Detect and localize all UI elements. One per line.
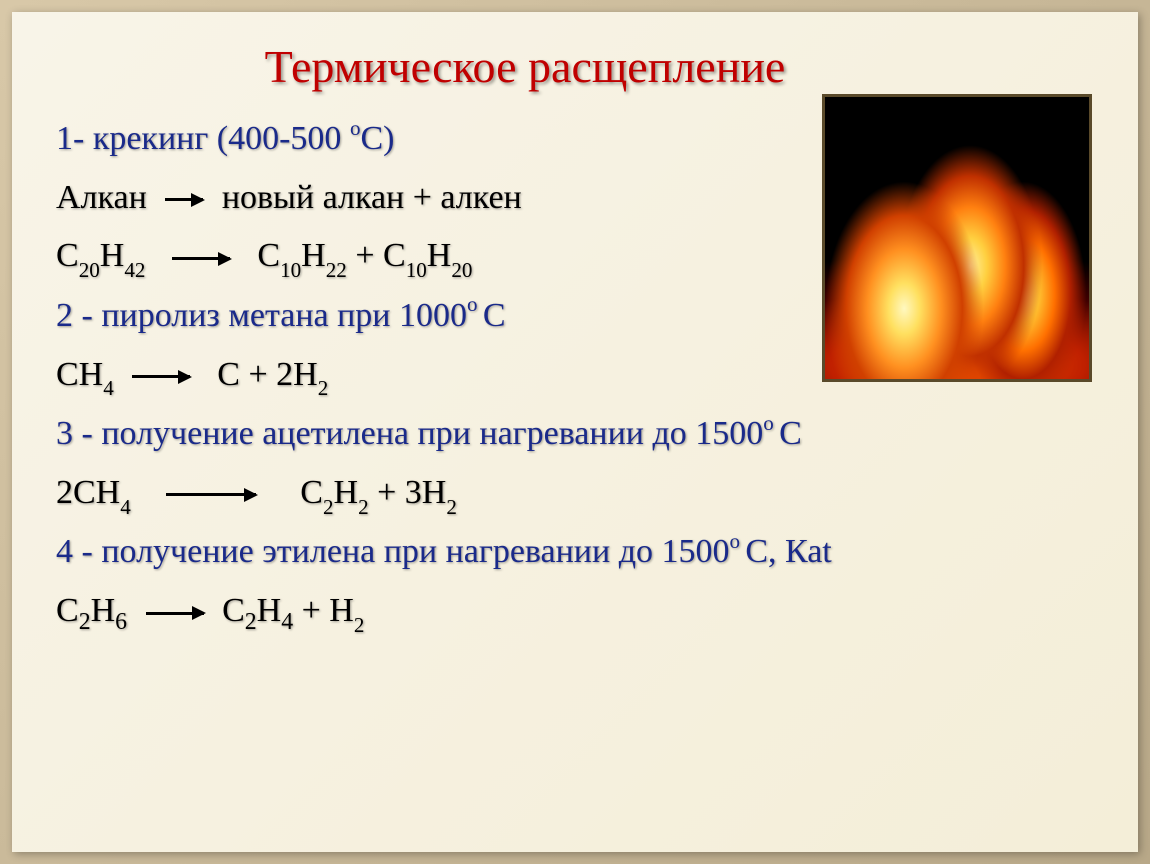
fml: C2H6: [56, 592, 127, 629]
arrow-icon: [132, 375, 190, 378]
scheme-lhs: Алкан: [56, 179, 147, 216]
section-4-heading: 4 - получение этилена при нагревании до …: [56, 526, 1094, 579]
section-num: 3: [56, 415, 73, 452]
section-num: 2: [56, 297, 73, 334]
degree-sup: o: [467, 292, 483, 316]
fml: C10H22: [257, 237, 346, 274]
slide: Термическое расщепление 1- крекинг (400-…: [12, 12, 1138, 852]
fml: CH4: [56, 356, 114, 393]
fml: C20H42: [56, 237, 145, 274]
section-1-label-pre: - крекинг (400-500: [73, 120, 350, 157]
section-2-label-post: С: [483, 297, 506, 334]
section-2-label-pre: - пиролиз метана при 1000: [73, 297, 467, 334]
arrow-icon: [165, 198, 203, 201]
degree-sup: o: [730, 529, 746, 553]
section-4-label-post: С, Каt: [745, 533, 831, 570]
scheme-rhs: новый алкан + алкен: [222, 179, 522, 216]
section-1-label-post: С): [360, 120, 394, 157]
arrow-icon: [146, 612, 204, 615]
degree-sup: o: [763, 411, 779, 435]
section-num: 1: [56, 120, 73, 157]
flame-image: [822, 94, 1092, 382]
degree-sup: o: [350, 116, 361, 140]
fml: C2H4: [222, 592, 293, 629]
section-3-label-post: С: [779, 415, 802, 452]
arrow-icon: [172, 257, 230, 260]
fml: C10H20: [383, 237, 472, 274]
flame-image-inner: [825, 97, 1089, 379]
section-3-heading: 3 - получение ацетилена при нагревании д…: [56, 408, 1094, 461]
section-3-equation: 2CH4 C2H2 + 3H2: [56, 467, 1094, 520]
section-4-equation: C2H6 C2H4 + H2: [56, 585, 1094, 641]
arrow-icon: [166, 493, 256, 496]
section-num: 4: [56, 533, 73, 570]
slide-title: Термическое расщепление: [0, 40, 1094, 93]
fml: C2H2 + 3H2: [300, 474, 457, 511]
section-3-label-pre: - получение ацетилена при нагревании до …: [73, 415, 763, 452]
section-4-label-pre: - получение этилена при нагревании до 15…: [73, 533, 730, 570]
